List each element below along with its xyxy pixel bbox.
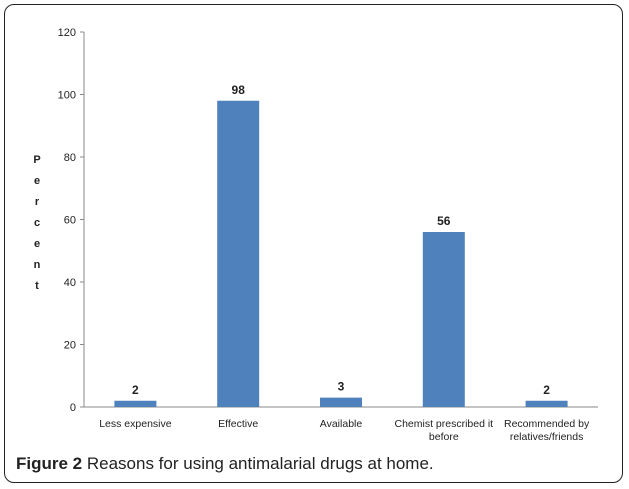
y-axis-label-letter: r <box>35 196 40 208</box>
y-tick-label: 80 <box>64 152 76 164</box>
y-tick-label: 100 <box>58 90 76 102</box>
x-category-label: Available <box>320 418 363 430</box>
x-category-label: Recommended by <box>504 418 590 430</box>
bar <box>422 232 465 407</box>
bar <box>114 400 157 407</box>
figure-frame <box>4 4 623 483</box>
x-category-label: Effective <box>218 418 258 430</box>
bar <box>320 397 362 407</box>
y-axis-label-letter: t <box>35 280 39 292</box>
bar <box>217 100 260 407</box>
y-tick-label: 60 <box>64 215 76 227</box>
y-tick-label: 20 <box>64 340 76 352</box>
y-axis-label-letter: c <box>34 217 40 229</box>
x-category-label: before <box>429 431 459 440</box>
x-category-label: Chemist prescribed it <box>394 418 493 430</box>
figure-caption: Figure 2 Reasons for using antimalarial … <box>16 454 434 474</box>
y-tick-label: 120 <box>58 27 76 39</box>
y-tick-label: 40 <box>64 277 76 289</box>
y-axis-label-letter: n <box>34 259 41 271</box>
y-axis-label-letter: e <box>34 238 40 250</box>
caption-label: Figure 2 <box>16 454 83 473</box>
bar-data-label: 56 <box>437 214 451 228</box>
bar <box>525 400 568 407</box>
bar-data-label: 98 <box>232 83 246 97</box>
x-category-label: relatives/friends <box>510 431 584 440</box>
y-axis-label-letter: P <box>33 154 40 166</box>
caption-text: Reasons for using antimalarial drugs at … <box>86 454 434 473</box>
y-axis-label-letter: e <box>34 175 40 187</box>
bar-data-label: 3 <box>338 380 345 394</box>
y-tick-label: 0 <box>70 402 76 414</box>
x-category-label: Less expensive <box>99 418 172 430</box>
bar-data-label: 2 <box>543 383 550 397</box>
bar-data-label: 2 <box>132 383 139 397</box>
